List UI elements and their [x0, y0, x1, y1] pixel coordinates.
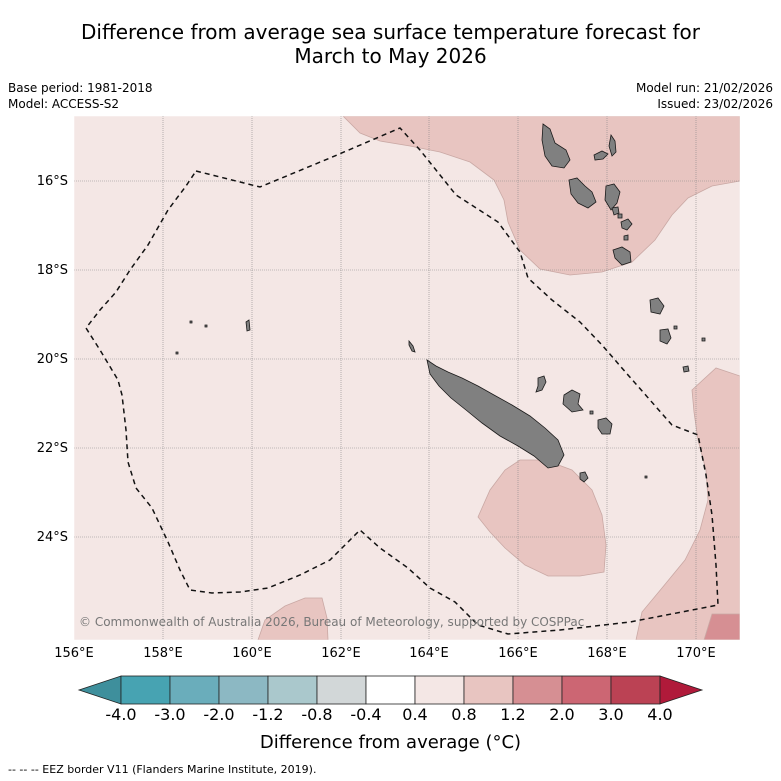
copyright-notice: © Commonwealth of Australia 2026, Bureau… — [79, 615, 584, 629]
anomaly-region-northeast — [342, 116, 740, 276]
anomaly-region-southwest — [257, 597, 329, 640]
colorbar-label: -1.2 — [252, 705, 284, 724]
colorbar-label: -4.0 — [105, 705, 137, 724]
lon-label: 168°E — [587, 646, 627, 661]
futuna-island — [659, 328, 672, 345]
maewo-island — [608, 133, 617, 157]
land-masses — [175, 123, 706, 483]
colorbar-segment — [120, 675, 171, 705]
lifou-island — [562, 389, 584, 413]
espiritu-santo-island — [541, 123, 571, 169]
epi-island — [611, 206, 620, 216]
tanna-island — [623, 234, 629, 241]
colorbar-label: -3.0 — [154, 705, 186, 724]
colorbar-segment — [218, 675, 269, 705]
colorbar-segment — [561, 675, 612, 705]
kenn-reef — [175, 351, 179, 355]
lon-label: 166°E — [498, 646, 538, 661]
colorbar-label: -2.0 — [203, 705, 235, 724]
model-run: Model run: 21/02/2026 — [635, 81, 773, 95]
colorbar-segment — [267, 675, 318, 705]
base-period: Base period: 1981-2018 — [8, 81, 153, 95]
lat-label: 16°S — [36, 174, 68, 189]
lon-label: 156°E — [54, 646, 94, 661]
ambae-island — [593, 150, 609, 161]
colorbar-segment — [365, 675, 416, 705]
aneityum-island — [649, 297, 665, 315]
isle-of-pines — [579, 471, 589, 483]
matthew-island — [682, 365, 690, 373]
colorbar-segment — [512, 675, 563, 705]
efate-island — [620, 218, 633, 231]
colorbar-segment — [414, 675, 465, 705]
colorbar-title: Difference from average (°C) — [259, 732, 522, 753]
map-area: © Commonwealth of Australia 2026, Bureau… — [74, 116, 740, 640]
colorbar — [77, 675, 704, 705]
lat-label: 24°S — [36, 530, 68, 545]
bellona-reef — [189, 320, 193, 324]
hunter-island — [701, 337, 706, 342]
colorbar-label: 0.4 — [402, 705, 428, 724]
colorbar-extend-high — [659, 675, 704, 705]
model-name: Model: ACCESS-S2 — [8, 97, 120, 111]
colorbar-segment — [316, 675, 367, 705]
lon-label: 164°E — [409, 646, 449, 661]
issued-date: Issued: 23/02/2026 — [657, 97, 773, 111]
mare-island — [597, 417, 613, 435]
lon-label: 170°E — [676, 646, 716, 661]
lat-label: 18°S — [36, 263, 68, 278]
pentecost-island — [604, 183, 621, 211]
colorbar-label: 2.0 — [549, 705, 575, 724]
colorbar-label: -0.4 — [350, 705, 382, 724]
ouvea-island — [535, 375, 547, 393]
lon-label: 162°E — [321, 646, 361, 661]
malakula-island — [568, 177, 597, 209]
eez-border — [85, 127, 719, 635]
erromango-island — [612, 246, 632, 266]
mellish-reef — [204, 324, 208, 328]
anomaly-region-south — [477, 459, 607, 577]
lon-label: 160°E — [232, 646, 272, 661]
map-title-line1: Difference from average sea surface temp… — [80, 20, 700, 44]
anomaly-region-corner — [703, 613, 740, 640]
colorbar-label: 3.0 — [598, 705, 624, 724]
eez-legend-note: -- -- -- EEZ border V11 (Flanders Marine… — [8, 763, 317, 776]
colorbar-segment — [610, 675, 661, 705]
colorbar-label: 4.0 — [647, 705, 673, 724]
colorbar-label: 1.2 — [500, 705, 526, 724]
belep-island — [408, 339, 416, 353]
walpole-island — [644, 475, 648, 479]
tiga-island — [589, 410, 594, 415]
lat-label: 20°S — [36, 352, 68, 367]
lon-label: 158°E — [143, 646, 183, 661]
grid-lines — [74, 116, 740, 640]
chesterfield-reef — [245, 319, 251, 332]
map-title-line2: March to May 2026 — [294, 44, 487, 68]
colorbar-extend-low — [77, 675, 122, 705]
colorbar-segment — [169, 675, 220, 705]
aniwa-island — [673, 325, 678, 330]
colorbar-segment — [463, 675, 514, 705]
map-frame — [73, 115, 741, 641]
colorbar-label: 0.8 — [451, 705, 477, 724]
anomaly-region-east — [635, 367, 740, 640]
lat-label: 22°S — [36, 441, 68, 456]
new-caledonia-island — [426, 359, 565, 469]
colorbar-label: -0.8 — [301, 705, 333, 724]
shepherd-islands — [617, 213, 623, 219]
